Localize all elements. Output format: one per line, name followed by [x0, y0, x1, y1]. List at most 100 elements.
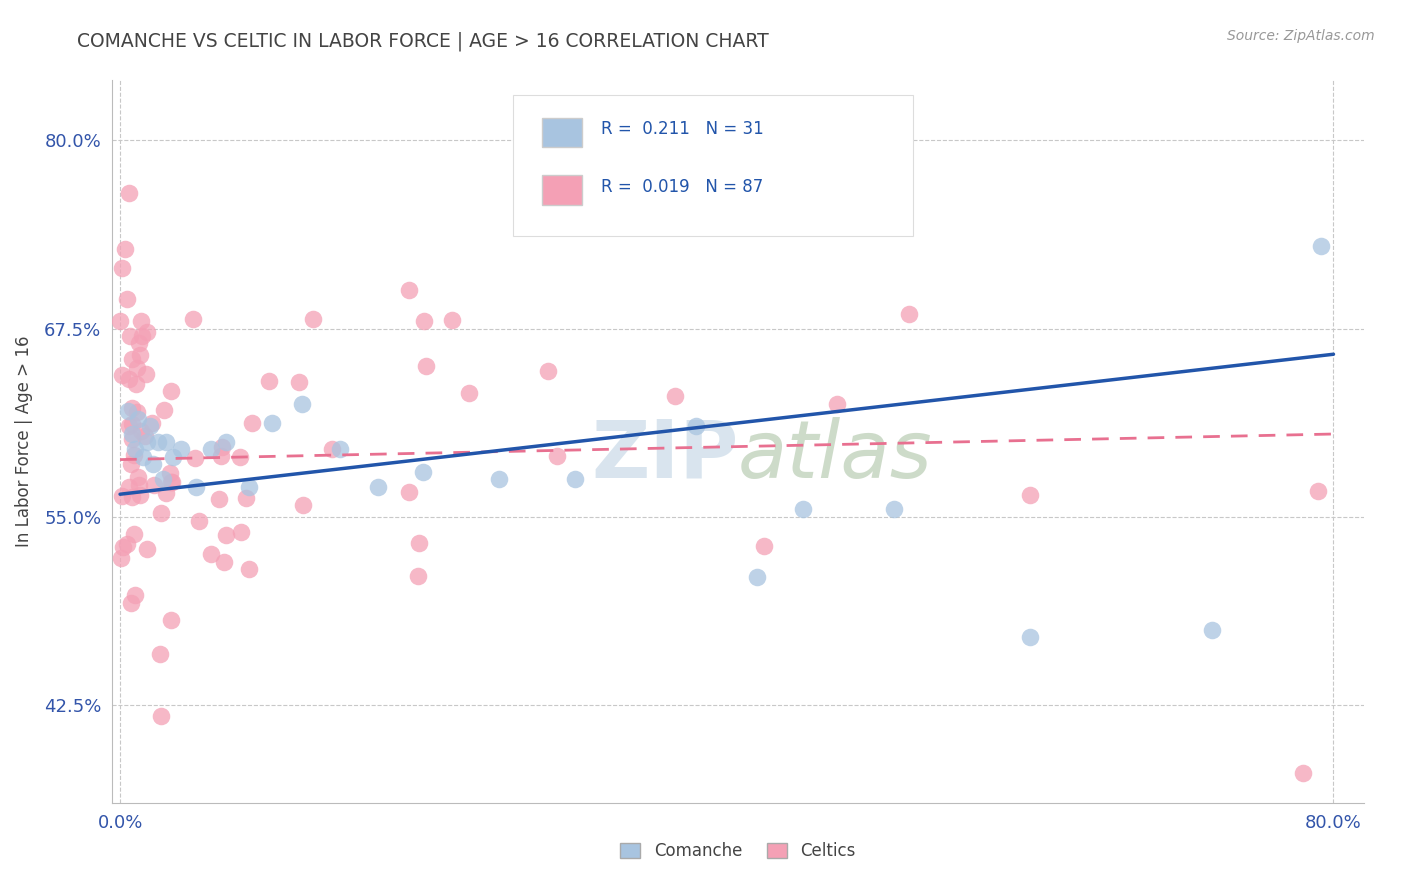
Point	[118, 186, 141, 201]
Point	[564, 472, 586, 486]
Point	[110, 314, 132, 328]
Point	[125, 405, 148, 419]
Point	[127, 412, 149, 426]
Point	[211, 440, 233, 454]
Point	[745, 570, 768, 584]
Point	[132, 450, 155, 464]
Point	[238, 480, 260, 494]
Point	[142, 457, 165, 471]
Point	[329, 442, 352, 456]
Point	[215, 528, 238, 542]
Point	[121, 427, 143, 442]
Point	[398, 283, 420, 297]
Point	[153, 402, 176, 417]
Point	[184, 480, 207, 494]
Point	[406, 569, 429, 583]
Point	[149, 648, 172, 662]
Point	[291, 397, 314, 411]
Point	[209, 449, 232, 463]
Point	[117, 292, 139, 306]
Point	[136, 541, 159, 556]
Point	[127, 361, 149, 376]
Point	[111, 368, 134, 382]
Point	[883, 502, 905, 516]
Point	[754, 539, 776, 553]
Point	[146, 434, 169, 449]
Point	[183, 312, 205, 326]
Point	[143, 478, 166, 492]
Text: ZIP: ZIP	[591, 417, 738, 495]
Point	[170, 442, 193, 456]
Point	[215, 434, 238, 449]
Text: Source: ZipAtlas.com: Source: ZipAtlas.com	[1227, 29, 1375, 43]
Point	[159, 466, 181, 480]
Point	[897, 307, 920, 321]
Point	[121, 490, 143, 504]
Point	[537, 364, 560, 378]
Point	[114, 242, 136, 256]
Point	[162, 450, 184, 464]
Point	[134, 367, 156, 381]
Point	[139, 419, 162, 434]
Point	[152, 472, 174, 486]
Point	[111, 540, 134, 554]
Point	[121, 351, 143, 366]
Point	[212, 555, 235, 569]
Text: R =  0.019   N = 87: R = 0.019 N = 87	[600, 178, 762, 196]
Point	[121, 401, 143, 415]
Point	[155, 485, 177, 500]
Point	[121, 433, 143, 447]
Point	[367, 480, 389, 494]
Point	[117, 537, 139, 551]
Point	[121, 417, 143, 431]
Point	[238, 562, 260, 576]
Point	[187, 514, 209, 528]
Point	[488, 472, 510, 486]
Point	[159, 613, 181, 627]
Point	[1308, 484, 1330, 499]
Point	[412, 465, 434, 479]
Point	[160, 475, 183, 489]
Point	[1292, 765, 1315, 780]
Point	[141, 416, 163, 430]
Legend: Comanche, Celtics: Comanche, Celtics	[614, 836, 862, 867]
Point	[1019, 630, 1042, 644]
Point	[111, 489, 134, 503]
Point	[124, 526, 146, 541]
Point	[128, 336, 150, 351]
Point	[160, 384, 183, 398]
Point	[288, 375, 311, 389]
Point	[415, 359, 437, 374]
Text: R =  0.211   N = 31: R = 0.211 N = 31	[600, 120, 763, 138]
Point	[155, 434, 177, 449]
Point	[120, 457, 142, 471]
Point	[125, 376, 148, 391]
Point	[136, 434, 159, 449]
Point	[128, 478, 150, 492]
Point	[546, 449, 568, 463]
Point	[124, 448, 146, 462]
Point	[664, 389, 686, 403]
Point	[1019, 487, 1042, 501]
Text: atlas: atlas	[738, 417, 934, 495]
Point	[128, 348, 150, 362]
Point	[440, 313, 463, 327]
Point	[208, 491, 231, 506]
Point	[135, 325, 157, 339]
FancyBboxPatch shape	[541, 176, 582, 204]
Point	[458, 386, 481, 401]
Point	[131, 314, 153, 328]
Point	[127, 470, 149, 484]
Point	[1201, 623, 1223, 637]
FancyBboxPatch shape	[541, 118, 582, 147]
Point	[200, 442, 222, 456]
Point	[235, 491, 257, 505]
Point	[120, 329, 142, 343]
Point	[257, 374, 280, 388]
Point	[229, 450, 252, 465]
Point	[184, 451, 207, 466]
Point	[398, 485, 420, 500]
Point	[229, 525, 252, 540]
Point	[792, 502, 814, 516]
Point	[260, 417, 283, 431]
